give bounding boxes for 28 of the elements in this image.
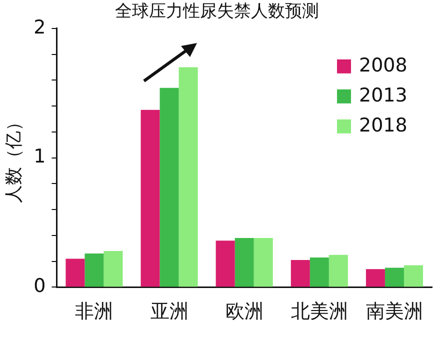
x-tick-label: 非洲 bbox=[75, 300, 114, 323]
bar bbox=[310, 257, 329, 287]
bar bbox=[254, 238, 273, 287]
y-tick-label: 2 bbox=[34, 16, 46, 38]
bar bbox=[384, 268, 404, 287]
bar bbox=[178, 67, 198, 287]
x-tick-label: 北美洲 bbox=[290, 300, 348, 323]
chart-title: 全球压力性尿失禁人数预测 bbox=[115, 2, 319, 22]
x-tick-label: 亚洲 bbox=[150, 300, 188, 323]
bar bbox=[66, 258, 85, 287]
legend-label: 2008 bbox=[359, 54, 408, 76]
legend-label: 2013 bbox=[359, 84, 408, 106]
bar bbox=[328, 254, 348, 287]
bar bbox=[366, 269, 385, 287]
bar bbox=[290, 260, 310, 287]
bar bbox=[404, 265, 423, 287]
y-tick-label: 1 bbox=[34, 146, 46, 168]
x-tick-label: 欧洲 bbox=[225, 300, 264, 323]
bar bbox=[84, 254, 104, 287]
legend-label: 2018 bbox=[359, 114, 408, 136]
bar bbox=[234, 238, 254, 287]
bar bbox=[104, 250, 123, 287]
y-tick-label: 0 bbox=[34, 275, 46, 298]
x-tick-label: 南美洲 bbox=[366, 300, 423, 323]
y-axis-title: 人数（亿） bbox=[3, 112, 24, 203]
bar bbox=[216, 240, 235, 287]
bar bbox=[160, 88, 179, 287]
bar bbox=[140, 110, 160, 287]
